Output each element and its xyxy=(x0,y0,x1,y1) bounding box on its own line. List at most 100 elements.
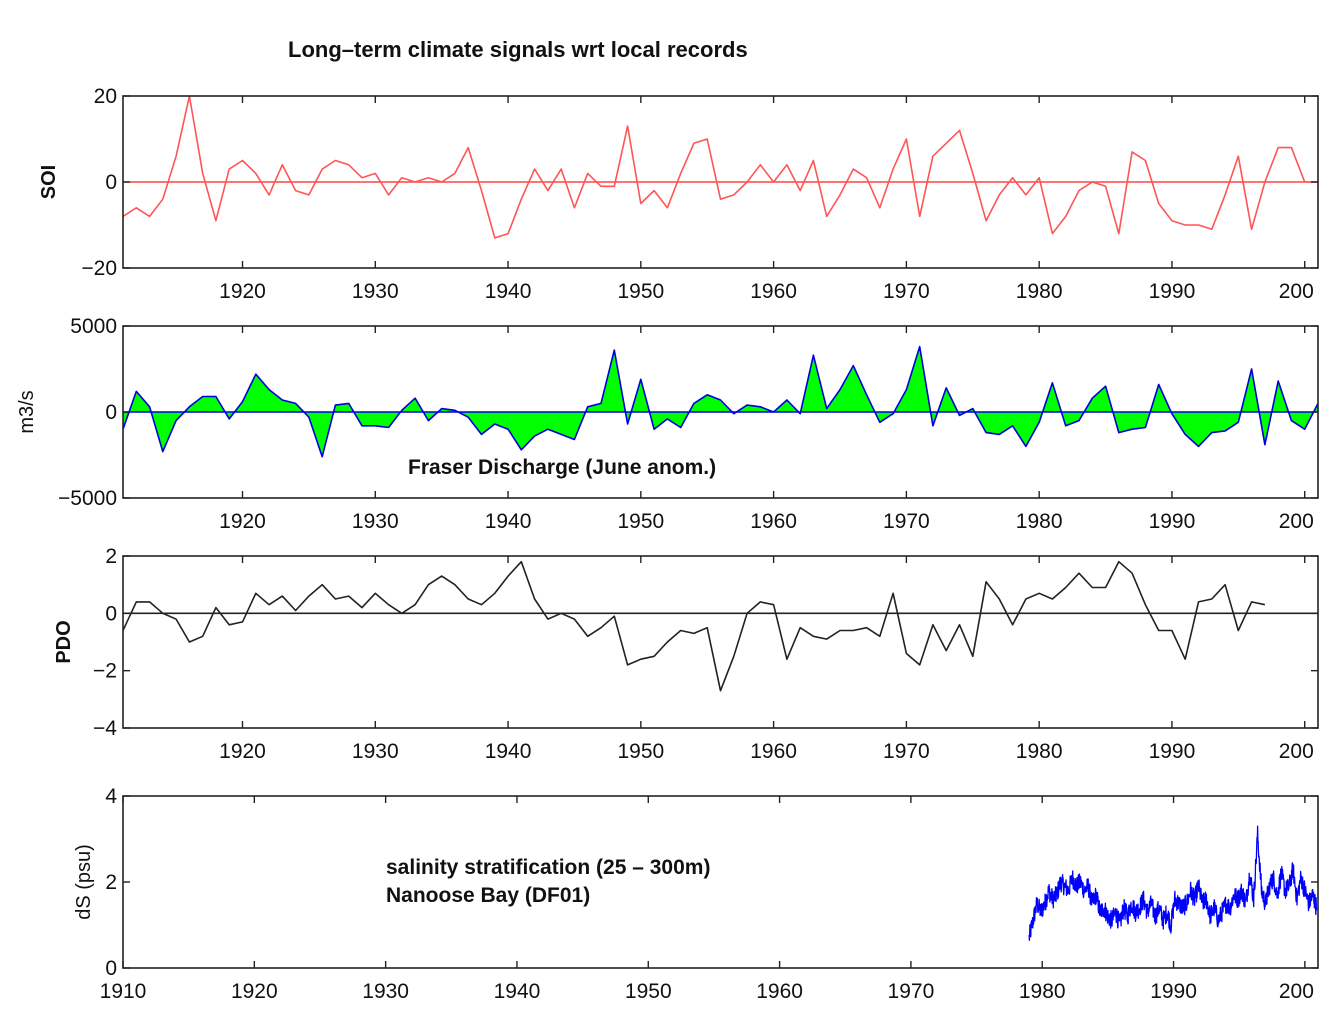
x-tick-label: 1960 xyxy=(756,980,803,1003)
data-point xyxy=(1197,601,1199,603)
data-point xyxy=(985,431,987,433)
data-point xyxy=(865,394,867,396)
x-tick-label: 1940 xyxy=(485,740,532,763)
data-point xyxy=(374,172,376,174)
series-line xyxy=(123,560,1266,692)
data-point xyxy=(786,164,788,166)
data-point xyxy=(1131,151,1133,153)
data-point xyxy=(1065,215,1067,217)
data-point xyxy=(215,220,217,222)
data-point xyxy=(812,159,814,161)
data-point xyxy=(1038,177,1040,179)
data-point xyxy=(666,418,668,420)
data-point xyxy=(1211,431,1213,433)
data-point xyxy=(308,416,310,418)
data-point xyxy=(1025,445,1027,447)
data-point xyxy=(308,595,310,597)
data-point xyxy=(1115,911,1117,913)
data-point xyxy=(1154,915,1156,917)
data-point xyxy=(839,388,841,390)
data-point xyxy=(1304,889,1306,891)
data-point xyxy=(653,655,655,657)
data-point xyxy=(852,168,854,170)
y-tick-label: −5000 xyxy=(58,487,117,510)
data-point xyxy=(1011,425,1013,427)
x-tick-label: 1940 xyxy=(485,510,532,533)
data-point xyxy=(719,198,721,200)
data-point xyxy=(1059,881,1061,883)
data-point xyxy=(1237,629,1239,631)
x-tick-label: 1980 xyxy=(1016,740,1063,763)
data-point xyxy=(812,354,814,356)
data-point xyxy=(1044,902,1046,904)
data-point xyxy=(812,635,814,637)
data-point xyxy=(547,428,549,430)
data-point xyxy=(162,450,164,452)
data-point xyxy=(1272,877,1274,879)
data-point xyxy=(215,606,217,608)
data-point xyxy=(600,185,602,187)
data-point xyxy=(1250,228,1252,230)
data-point xyxy=(587,635,589,637)
data-point xyxy=(706,394,708,396)
data-point xyxy=(1276,894,1278,896)
data-point xyxy=(241,401,243,403)
data-point xyxy=(1036,902,1038,904)
data-point xyxy=(1201,902,1203,904)
data-point xyxy=(547,189,549,191)
data-point xyxy=(188,641,190,643)
data-point xyxy=(1091,902,1093,904)
data-point xyxy=(1052,898,1054,900)
data-point xyxy=(1264,444,1266,446)
data-point xyxy=(348,164,350,166)
data-point xyxy=(1264,604,1266,606)
data-point xyxy=(958,624,960,626)
data-point xyxy=(839,194,841,196)
data-point xyxy=(361,425,363,427)
data-point xyxy=(1051,598,1053,600)
data-point xyxy=(1162,920,1164,922)
data-point xyxy=(772,411,774,413)
data-point xyxy=(1277,380,1279,382)
data-point xyxy=(441,575,443,577)
panel-fraser-discharge: 1920 1930 1940 1950 1960 1970 1980 1990 200 −5000… xyxy=(16,315,1319,533)
data-point xyxy=(1290,146,1292,148)
data-point xyxy=(348,595,350,597)
data-point xyxy=(1256,834,1258,836)
data-point xyxy=(507,428,509,430)
data-point xyxy=(1011,177,1013,179)
x-tick-label: 1970 xyxy=(888,980,935,1003)
x-tick-label: 1940 xyxy=(485,280,532,303)
data-point xyxy=(1122,907,1124,909)
data-point xyxy=(1087,885,1089,887)
data-point xyxy=(1130,902,1132,904)
data-point xyxy=(348,402,350,404)
x-tick-label: 1950 xyxy=(617,740,664,763)
data-point xyxy=(1078,189,1080,191)
data-point xyxy=(1171,629,1173,631)
data-point xyxy=(826,638,828,640)
data-point xyxy=(1032,920,1034,922)
x-tick-label: 1970 xyxy=(883,280,930,303)
data-point xyxy=(547,618,549,620)
data-point xyxy=(241,159,243,161)
data-point xyxy=(919,664,921,666)
data-point xyxy=(215,395,217,397)
data-point xyxy=(480,189,482,191)
data-point xyxy=(573,618,575,620)
y-tick-label: 0 xyxy=(105,957,117,980)
data-point xyxy=(772,604,774,606)
data-point xyxy=(693,632,695,634)
data-point xyxy=(640,378,642,380)
data-point xyxy=(719,399,721,401)
data-point xyxy=(1170,924,1172,926)
data-point xyxy=(1051,382,1053,384)
data-point xyxy=(1197,445,1199,447)
data-point xyxy=(1182,907,1184,909)
data-point xyxy=(1038,421,1040,423)
data-point xyxy=(560,612,562,614)
data-point xyxy=(1211,598,1213,600)
data-point xyxy=(1284,889,1286,891)
data-point xyxy=(573,207,575,209)
data-point xyxy=(706,138,708,140)
